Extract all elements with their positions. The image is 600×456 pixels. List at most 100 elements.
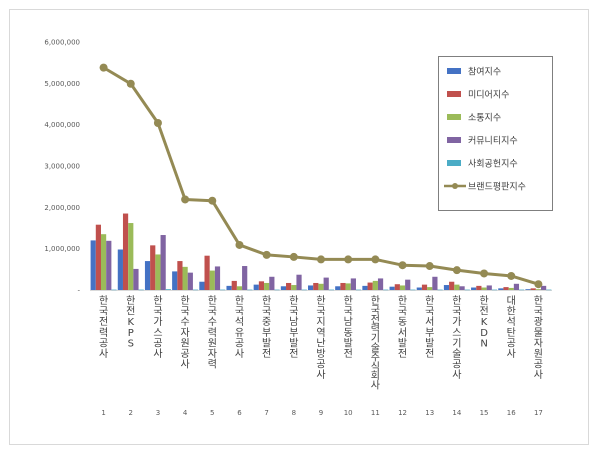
legend-label: 미디어지수 (468, 90, 509, 101)
bar (160, 235, 166, 290)
rank-label: 8 (292, 409, 296, 417)
rank-label: 4 (183, 409, 188, 417)
bar (546, 289, 552, 291)
bar (182, 266, 188, 290)
bar (144, 261, 151, 290)
bar (199, 281, 205, 290)
bar (394, 284, 400, 290)
bar (535, 289, 542, 290)
chart-canvas: - 1,000,000 2,000,000 3,000,000 4,000,000 5,0… (44, 39, 553, 417)
y-tick-label: - (77, 287, 80, 295)
line-point (480, 269, 489, 278)
bar (481, 287, 487, 290)
bar (274, 289, 280, 291)
bar (498, 288, 504, 290)
legend-marker (452, 183, 458, 189)
bar (323, 277, 329, 290)
rank-label: 1 (101, 409, 105, 417)
line-point (534, 280, 543, 289)
legend-swatch (447, 114, 461, 120)
bar (286, 282, 292, 290)
rank-label: 6 (237, 409, 242, 417)
rank-label: 10 (344, 409, 353, 417)
bar (138, 289, 144, 291)
legend-label: 커뮤니티지수 (468, 136, 518, 147)
legend-label: 소통지수 (468, 113, 501, 124)
bar (519, 289, 525, 291)
line-point (208, 196, 217, 205)
y-tick-label: 3,000,000 (44, 163, 80, 171)
line-point (344, 255, 353, 264)
legend-label: 참여지수 (468, 66, 501, 78)
bar (525, 289, 531, 290)
bar (345, 283, 351, 290)
rank-label: 12 (398, 409, 407, 417)
bar (350, 278, 356, 290)
line-point (371, 255, 380, 264)
bar (209, 270, 215, 290)
bar (253, 284, 259, 290)
y-tick-label: 6,000,000 (44, 39, 80, 47)
bar (128, 223, 134, 290)
bar (513, 283, 520, 290)
bar (291, 285, 297, 290)
bar (187, 272, 193, 290)
bar (269, 276, 275, 290)
label-layer: 한 국 전 력 공 사 1 한 전 K P S 2 한 국 가 스 공 사 3 한 국 수 자 원 공 사 4 한 국 수 력 원 자 력 5 한 국 석 유… (99, 295, 543, 417)
rank-label: 11 (371, 409, 380, 417)
bar (95, 224, 101, 290)
bar (372, 280, 378, 290)
bar (471, 287, 477, 290)
rank-label: 13 (425, 409, 434, 417)
legend-swatch (447, 68, 461, 74)
bar (454, 284, 460, 290)
bar (133, 268, 139, 290)
rank-label: 5 (210, 409, 214, 417)
chart-frame: - 1,000,000 2,000,000 3,000,000 4,000,000 5,0… (9, 9, 589, 445)
bar (443, 285, 450, 290)
legend-swatch (447, 91, 461, 97)
line-point (99, 63, 108, 72)
bar (508, 287, 514, 290)
bar (476, 285, 482, 290)
bar (541, 285, 547, 290)
legend-label: 브랜드평판지수 (468, 182, 526, 193)
bar (226, 285, 232, 290)
bar (301, 289, 307, 291)
legend-swatch (447, 137, 461, 143)
rank-label: 17 (534, 409, 543, 417)
bar (328, 289, 334, 291)
bar (530, 288, 536, 290)
rank-label: 2 (129, 409, 133, 417)
bar (410, 289, 416, 291)
bar (258, 281, 265, 290)
y-tick-label: 4,000,000 (44, 121, 80, 129)
bar (242, 266, 248, 290)
bar (449, 281, 455, 290)
bar (432, 276, 438, 290)
bar (280, 286, 287, 290)
line-point (262, 250, 271, 259)
rank-label: 9 (319, 409, 323, 417)
legend-label: 사회공헌지수 (468, 159, 518, 170)
bar (214, 266, 221, 290)
rank-label: 3 (156, 409, 160, 417)
bar (247, 289, 253, 291)
bar (172, 271, 178, 290)
rank-label: 7 (264, 409, 268, 417)
line-point (507, 271, 516, 280)
bar (335, 286, 341, 290)
rank-label: 14 (452, 409, 461, 417)
bar (308, 285, 314, 290)
bar (464, 289, 470, 291)
